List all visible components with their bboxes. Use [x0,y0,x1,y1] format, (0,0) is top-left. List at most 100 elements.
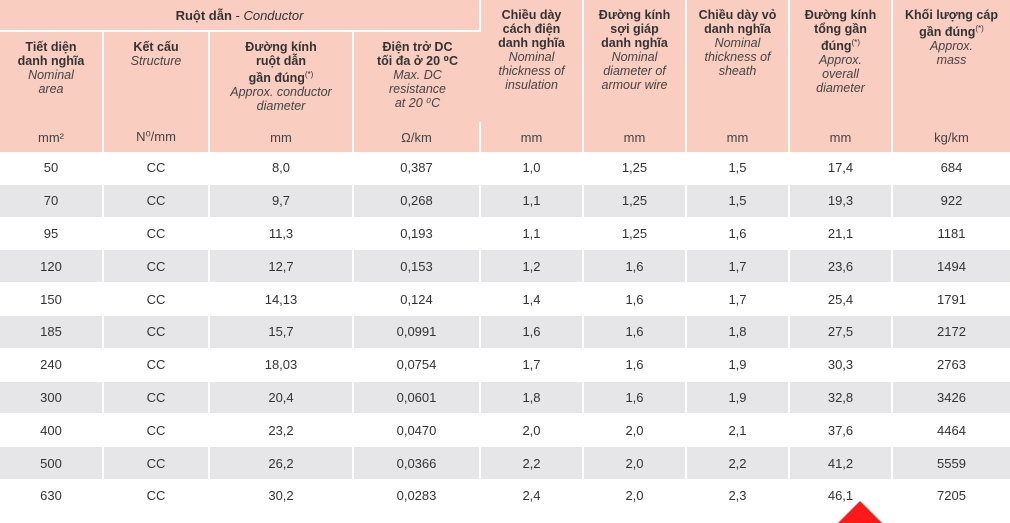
header-vn-line: Tiết diện [25,40,77,54]
table-row: 95 CC 11,3 0,193 1,1 1,25 1,6 21,1 1181 [0,217,1010,251]
table-body: 50 CC 8,0 0,387 1,0 1,25 1,5 17,4 684 70 CC 9,7 0,2… [0,152,1010,513]
unit-cell: mm² [0,122,104,152]
header-en-line: diameter of [603,64,666,78]
table-cell: 400 [0,414,104,448]
header-vn-line: Điện trở DC [382,40,453,54]
table-cell: 1,25 [584,152,687,185]
unit-cell: mm [481,122,584,152]
table-cell: 2,1 [687,414,790,448]
table-cell: 2,0 [584,479,687,513]
table-cell: 70 [0,184,104,218]
table-cell: 0,0470 [354,414,481,448]
header-en-line: overall [822,67,859,82]
header-en-line: diameter [256,99,306,114]
header-en-line: insulation [505,78,558,92]
table-cell: 1,25 [584,184,687,218]
table-cell: CC [104,184,210,218]
header-vn-line: Đường kính [804,8,877,22]
table-cell: 41,2 [790,447,893,480]
table-cell: 2172 [893,315,1010,349]
table-cell: 2,4 [481,479,584,513]
table-cell: 23,6 [790,250,893,284]
table-cell: 14,13 [210,283,354,316]
table-cell: 9,7 [210,184,354,218]
table-cell: 18,03 [210,348,354,382]
header-vn-line: đúng(*) [790,36,891,53]
header-vn-line: Chiều dày [501,8,562,22]
watermark-triangle-icon [838,501,882,523]
table-cell: 3426 [893,381,1010,415]
group-title-en: Conductor [243,7,304,23]
header-vn-line: danh nghĩa [601,36,668,50]
table-cell: 5559 [893,447,1010,480]
table-row: 630 CC 30,2 0,0283 2,4 2,0 2,3 46,1 7205 [0,479,1010,513]
header-vn-line: danh nghĩa [498,36,565,50]
header-vn-line: danh nghĩa [17,54,85,68]
header-en-line: Nominal [28,68,74,82]
table-cell: 120 [0,250,104,284]
table-cell: 684 [893,152,1010,185]
table-row: 50 CC 8,0 0,387 1,0 1,25 1,5 17,4 684 [0,152,1010,185]
table-cell: CC [104,283,210,316]
header-en-line: Nominal [508,50,555,64]
header-en-line: Approx. [818,53,863,68]
table-cell: 23,2 [210,414,354,448]
table-cell: 1,6 [481,315,584,349]
header-en-line: Nominal [611,50,658,64]
header-structure: Kết cấu Structure [104,32,210,122]
table-cell: 50 [0,152,104,185]
table-cell: 2,2 [481,447,584,480]
header-vn-line: tối đa ở 20 ⁰C [376,54,459,68]
table-cell: 26,2 [210,447,354,480]
table-cell: 2,3 [687,479,790,513]
table-cell: 0,0601 [354,381,481,415]
header-vn-line: danh nghĩa [704,22,771,36]
header-en-line: diameter [816,81,865,96]
unit-cell: mm [584,122,687,152]
header-dc-resistance: Điện trở DC tối đa ở 20 ⁰C Max. DC resis… [354,32,481,122]
table-cell: 4464 [893,414,1010,448]
table-row: 150 CC 14,13 0,124 1,4 1,6 1,7 25,4 1791 [0,283,1010,316]
header-conductor-diameter: Đường kính ruột dẫn gần đúng(*) Approx. … [210,32,354,122]
table-cell: 11,3 [210,217,354,251]
group-separator: - [231,7,244,23]
table-cell: 25,4 [790,283,893,316]
table-cell: 27,5 [790,315,893,349]
table-cell: 30,2 [210,479,354,513]
table-cell: 1,7 [687,250,790,284]
header-vn-line: gần đúng(*) [210,68,352,85]
header-en-line: Structure [130,54,182,68]
table-cell: 0,0991 [354,315,481,349]
header-vn-line: Chiều dày vỏ [698,8,777,22]
header-en-line: sheath [718,64,757,78]
table-cell: 2,0 [584,414,687,448]
table-cell: 1,6 [584,315,687,349]
table-cell: 0,0754 [354,348,481,382]
unit-cell: mm [790,122,893,152]
table-row: 240 CC 18,03 0,0754 1,7 1,6 1,9 30,3 2763 [0,348,1010,382]
table-cell: 2763 [893,349,1010,382]
table-cell: 1,9 [687,381,790,415]
header-overall-diameter: Đường kính tổng gần đúng(*) Approx. over… [790,0,893,122]
header-vn-line: gần đúng(*) [893,22,1010,39]
table-cell: 20,4 [210,381,354,415]
header-nominal-area: Tiết diện danh nghĩa Nominal area [0,32,104,122]
header-en-line: at 20 ⁰C [394,96,441,110]
table-cell: 0,387 [354,152,481,185]
units-row: mm² N⁰/mm mm Ω/km mm mm mm mm kg/km [0,122,1010,152]
table-cell: 1,1 [481,184,584,218]
unit-cell: kg/km [893,122,1010,152]
table-cell: CC [104,381,210,415]
table-cell: 1,8 [687,315,790,349]
table-cell: CC [104,348,210,382]
table-row: 400 CC 23,2 0,0470 2,0 2,0 2,1 37,6 4464 [0,414,1010,448]
table-cell: CC [104,479,210,513]
header-vn-line: sợi giáp [610,22,659,36]
table-cell: 2,2 [687,447,790,480]
footnote-mark: (*) [304,70,314,79]
table-cell: 12,7 [210,250,354,284]
table-cell: CC [104,217,210,251]
header-en-line: Max. DC [393,68,442,82]
